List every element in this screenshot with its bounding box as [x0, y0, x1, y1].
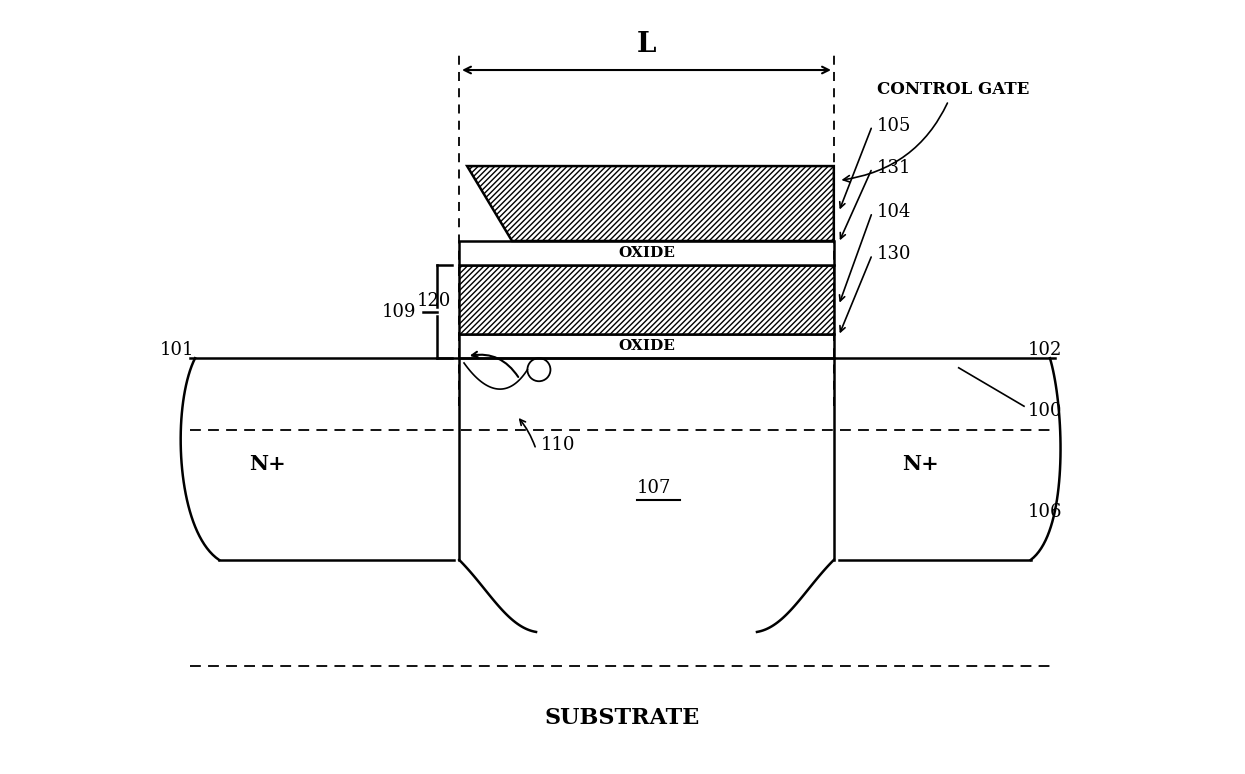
Text: N+: N+: [901, 454, 939, 474]
Text: 110: 110: [540, 436, 575, 454]
Text: L: L: [636, 32, 656, 59]
Text: CONTROL GATE: CONTROL GATE: [843, 80, 1030, 182]
Text: 107: 107: [637, 479, 671, 497]
Text: 120: 120: [417, 292, 452, 310]
Text: 131: 131: [876, 159, 911, 177]
Text: 102: 102: [1028, 341, 1062, 359]
Bar: [459, 241, 834, 265]
Text: SUBSTRATE: SUBSTRATE: [545, 707, 700, 729]
Bar: [459, 265, 834, 334]
Text: 109: 109: [381, 303, 416, 320]
Text: OXIDE: OXIDE: [618, 339, 675, 353]
Text: 130: 130: [876, 245, 911, 263]
Text: N+: N+: [249, 454, 285, 474]
Polygon shape: [467, 166, 834, 241]
Text: 104: 104: [876, 204, 911, 221]
Text: 105: 105: [876, 117, 911, 135]
Text: 100: 100: [1028, 402, 1062, 420]
Text: 106: 106: [1028, 503, 1062, 521]
Bar: [459, 334, 834, 358]
Text: OXIDE: OXIDE: [618, 246, 675, 260]
Text: 101: 101: [159, 341, 194, 359]
